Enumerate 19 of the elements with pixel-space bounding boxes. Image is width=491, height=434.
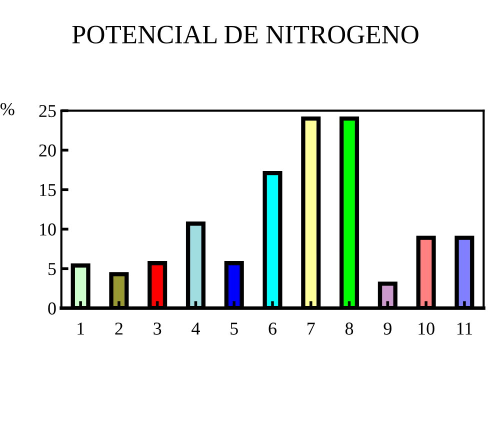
chart-title: POTENCIAL DE NITROGENO [72, 26, 418, 44]
x-tick-label: 4 [192, 322, 200, 335]
y-tick-label: 5 [48, 263, 56, 276]
x-tick-label: 5 [230, 322, 238, 335]
y-tick-label: 10 [40, 223, 56, 236]
y-axis-title: % [0, 103, 14, 116]
x-tick-label: 1 [78, 322, 84, 335]
y-tick-label: 25 [39, 104, 56, 118]
x-tick-label: 8 [345, 322, 354, 335]
y-tick-label: 20 [39, 144, 56, 157]
x-tick-label: 7 [308, 322, 315, 335]
y-tick-label: 0 [48, 302, 56, 315]
x-tick-label: 9 [384, 322, 392, 335]
x-tick-label: 6 [268, 322, 276, 335]
x-tick-label: 11 [457, 322, 472, 335]
x-tick-label: 3 [154, 322, 162, 335]
x-tick-label: 2 [115, 322, 122, 335]
y-tick-label: 15 [40, 184, 56, 196]
x-tick-label: 10 [418, 322, 434, 335]
